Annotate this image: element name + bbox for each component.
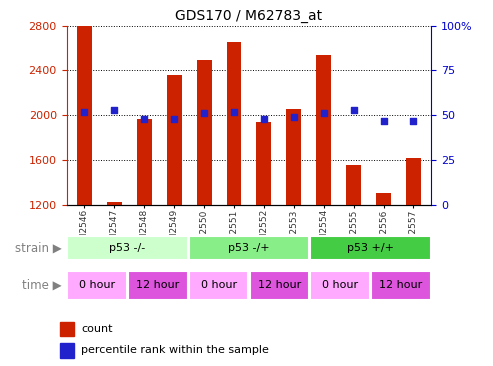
Point [170, 116, 178, 122]
Bar [197, 60, 211, 205]
Bar [77, 26, 92, 205]
Bar [61, 322, 73, 336]
Bar [67, 236, 187, 260]
Bar [316, 55, 331, 205]
Text: 12 hour: 12 hour [379, 280, 423, 291]
Point [410, 118, 418, 124]
Text: p53 -/-: p53 -/- [109, 243, 145, 253]
Text: strain ▶: strain ▶ [15, 242, 62, 254]
Point [110, 107, 118, 113]
Bar [249, 270, 309, 300]
Text: percentile rank within the sample: percentile rank within the sample [81, 346, 269, 355]
Bar [256, 122, 271, 205]
Bar [67, 270, 127, 300]
Point [290, 114, 298, 120]
Text: p53 -/+: p53 -/+ [228, 243, 270, 253]
Point [350, 107, 357, 113]
Bar [406, 158, 421, 205]
Text: time ▶: time ▶ [22, 279, 62, 292]
Point [380, 118, 387, 124]
Bar [61, 343, 73, 358]
Bar [311, 236, 431, 260]
Text: p53 +/+: p53 +/+ [347, 243, 394, 253]
Bar [311, 270, 370, 300]
Text: 0 hour: 0 hour [79, 280, 115, 291]
Bar [371, 270, 431, 300]
Text: 0 hour: 0 hour [201, 280, 237, 291]
Text: 12 hour: 12 hour [136, 280, 179, 291]
Point [260, 116, 268, 122]
Point [141, 116, 148, 122]
Point [80, 109, 88, 115]
Bar [376, 193, 391, 205]
Text: count: count [81, 324, 112, 334]
Bar [346, 165, 361, 205]
Text: 12 hour: 12 hour [258, 280, 301, 291]
Point [230, 109, 238, 115]
Point [320, 111, 328, 116]
Bar [137, 119, 152, 205]
Bar [227, 42, 242, 205]
Bar [128, 270, 187, 300]
Text: 0 hour: 0 hour [322, 280, 358, 291]
Title: GDS170 / M62783_at: GDS170 / M62783_at [176, 9, 322, 23]
Bar [167, 75, 182, 205]
Point [200, 111, 208, 116]
Bar [286, 109, 301, 205]
Bar [107, 202, 122, 205]
Bar [189, 270, 248, 300]
Bar [189, 236, 309, 260]
